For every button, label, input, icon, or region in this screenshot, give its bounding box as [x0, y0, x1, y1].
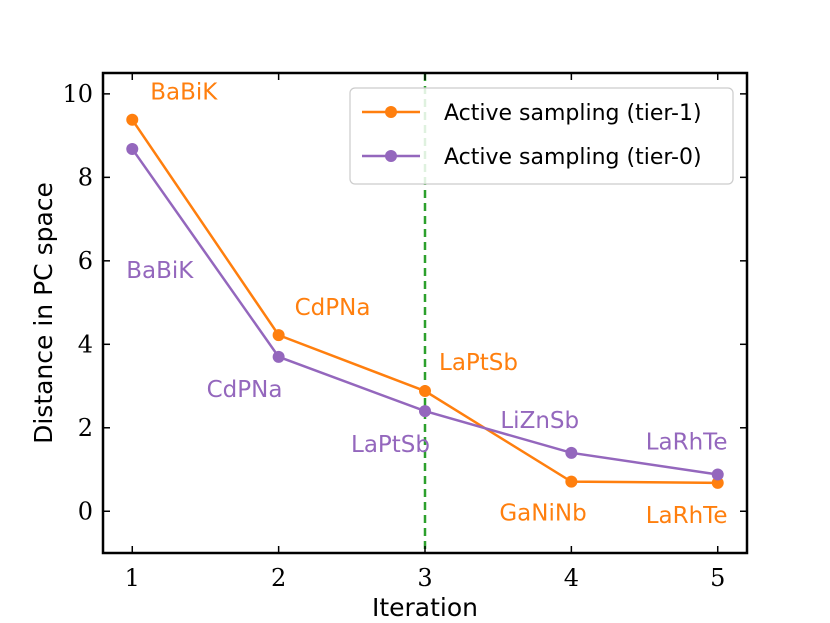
point-label: CdPNa — [207, 377, 283, 403]
x-axis-label: Iteration — [372, 593, 478, 622]
data-point — [126, 142, 139, 155]
point-label: LaRhTe — [646, 430, 728, 456]
axis-ticks: 1 2 3 4 5 0 2 4 6 8 10 — [62, 73, 747, 592]
series-tier-1: BaBiK CdPNa LaPtSb GaNiNb LaRhTe — [126, 80, 727, 529]
point-label: GaNiNb — [499, 501, 586, 527]
legend-entry-label: Active sampling (tier-1) — [444, 101, 702, 126]
legend-entry-label: Active sampling (tier-0) — [444, 145, 702, 170]
y-tick-label: 2 — [78, 414, 93, 442]
data-point — [565, 446, 578, 459]
data-point — [126, 113, 139, 126]
legend-box — [349, 87, 734, 185]
data-point — [711, 476, 724, 489]
point-label: LaPtSb — [439, 350, 518, 376]
point-label: BaBiK — [126, 258, 194, 284]
y-tick-label: 10 — [62, 80, 93, 108]
x-tick-label: 2 — [271, 564, 286, 592]
plot-content: BaBiK CdPNa LaPtSb GaNiNb LaRhTe BaBiK CdPNa La… — [126, 73, 727, 553]
y-tick-label: 8 — [78, 163, 93, 191]
y-axis-label: Distance in PC space — [29, 182, 58, 444]
x-tick-label: 3 — [417, 564, 432, 592]
legend: Active sampling (tier-1) Active sampling … — [349, 87, 734, 185]
x-tick-label: 4 — [564, 564, 579, 592]
series-tier-0: BaBiK CdPNa LaPtSb LiZnSb LaRhTe — [126, 142, 728, 481]
legend-marker — [385, 106, 397, 118]
data-point — [419, 405, 431, 418]
data-point — [711, 468, 724, 481]
point-label: LiZnSb — [500, 408, 579, 434]
legend-marker — [385, 150, 397, 162]
y-tick-label: 0 — [78, 497, 93, 525]
point-label: CdPNa — [295, 295, 371, 321]
x-tick-label: 5 — [710, 564, 725, 592]
data-point — [419, 385, 431, 398]
point-label: LaPtSb — [351, 432, 430, 458]
data-point — [565, 475, 578, 488]
y-tick-label: 6 — [78, 247, 93, 275]
data-point — [272, 329, 285, 342]
point-label: LaRhTe — [646, 503, 728, 529]
point-label: BaBiK — [150, 80, 218, 106]
y-tick-label: 4 — [78, 330, 93, 358]
data-point — [272, 350, 285, 363]
x-tick-label: 1 — [125, 564, 140, 592]
